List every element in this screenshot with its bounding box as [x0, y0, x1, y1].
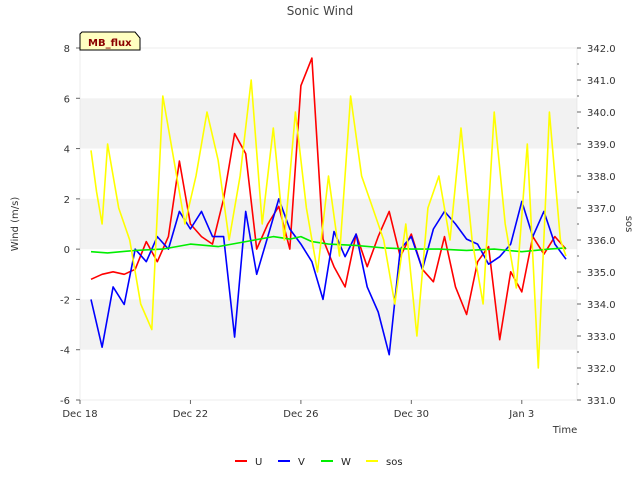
grid-band [80, 198, 577, 250]
grid-band [80, 98, 577, 149]
y-left-tick-label: -2 [60, 295, 70, 306]
legend-label-u: U [255, 457, 262, 468]
legend-label-v: V [298, 457, 305, 468]
y-left-tick-label: -4 [60, 346, 70, 357]
y-left-tick-label: 4 [64, 145, 70, 156]
y-right-tick-label: 332.0 [587, 364, 616, 375]
x-axis-label: Time [552, 425, 577, 436]
y-left-tick-label: 2 [64, 195, 70, 206]
y-left-tick-label: 0 [64, 245, 70, 256]
y-right-tick-label: 340.0 [587, 108, 616, 119]
x-tick-label: Dec 22 [173, 409, 208, 420]
right-axis-ticks: 331.0 332.0 333.0 334.0 335.0 336.0 337.0 338.0… [577, 44, 616, 407]
mb-flux-badge: MB_flux [79, 31, 141, 51]
grid-band [80, 299, 577, 350]
badge-label: MB_flux [88, 38, 132, 49]
y-axis-left-label: Wind (m/s) [10, 197, 21, 252]
series-line-sos [90, 79, 567, 369]
y-right-tick-label: 335.0 [587, 268, 616, 279]
y-left-tick-label: 8 [64, 44, 70, 55]
x-tick-label: Dec 26 [283, 409, 318, 420]
y-right-tick-label: 337.0 [587, 204, 616, 215]
y-left-tick-label: 6 [64, 94, 70, 105]
x-tick-label: Dec 30 [394, 409, 429, 420]
legend-label-sos: sos [386, 457, 403, 468]
series-layer [90, 57, 567, 369]
y-right-tick-label: 341.0 [587, 76, 616, 87]
x-tick-label: Dec 18 [62, 409, 97, 420]
series-line-v [90, 198, 567, 356]
y-right-tick-label: 331.0 [587, 396, 616, 407]
background-bands [80, 98, 577, 350]
legend-label-w: W [341, 457, 351, 468]
chart-title: Sonic Wind [287, 4, 353, 18]
y-right-tick-label: 342.0 [587, 44, 616, 55]
y-right-tick-label: 338.0 [587, 172, 616, 183]
y-right-tick-label: 333.0 [587, 332, 616, 343]
x-axis-ticks: Dec 18 Dec 22 Dec 26 Dec 30 Jan 3 [62, 400, 534, 420]
y-left-tick-label: -6 [60, 396, 70, 407]
y-right-tick-label: 339.0 [587, 140, 616, 151]
y-axis-right-label: sos [623, 216, 634, 233]
y-right-tick-label: 334.0 [587, 300, 616, 311]
x-tick-label: Jan 3 [508, 409, 534, 420]
y-right-tick-label: 336.0 [587, 236, 616, 247]
left-axis-ticks: -6 -4 -2 0 2 4 6 8 [60, 44, 80, 407]
